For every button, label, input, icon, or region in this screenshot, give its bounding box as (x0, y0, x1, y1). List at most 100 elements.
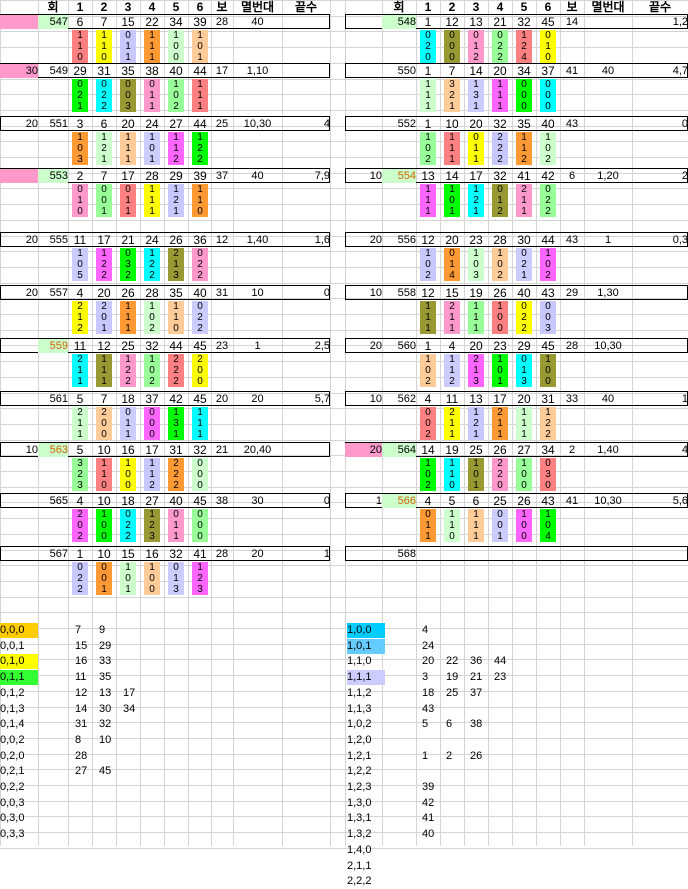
bonus-cell[interactable]: 6 (568, 170, 576, 182)
stat-cell[interactable]: 2 (420, 41, 436, 52)
round-cell[interactable]: 556 (397, 234, 416, 246)
number-cell[interactable]: 23 (493, 339, 507, 353)
stat-cell[interactable]: 1 (468, 480, 484, 491)
legend-value[interactable]: 38 (470, 718, 483, 730)
stat-cell[interactable]: 0 (444, 480, 460, 491)
stat-cell[interactable]: 1 (96, 154, 112, 165)
stat-cell[interactable]: 0 (516, 101, 532, 112)
stat-cell[interactable]: 2 (540, 418, 556, 429)
bonus-cell[interactable]: 29 (565, 287, 579, 299)
stat-cell[interactable]: 0 (516, 248, 532, 259)
legend-value[interactable]: 10 (99, 734, 112, 746)
stat-cell[interactable]: 2 (516, 41, 532, 52)
legend-value[interactable]: 2 (446, 750, 453, 762)
stat-cell[interactable]: 1 (420, 101, 436, 112)
header-cell[interactable]: 5 (520, 0, 528, 14)
number-cell[interactable]: 36 (193, 233, 207, 247)
stat-cell[interactable]: 2 (72, 573, 88, 584)
header-cell[interactable]: 3 (124, 0, 132, 14)
ks-cell[interactable] (282, 443, 330, 457)
stat-cell[interactable]: 0 (540, 365, 556, 376)
stat-cell[interactable]: 0 (492, 259, 508, 270)
prefix-cell[interactable]: 10 (25, 444, 38, 456)
stat-cell[interactable]: 0 (96, 531, 112, 542)
stat-cell[interactable]: 0 (192, 376, 208, 387)
stat-cell[interactable]: 1 (540, 509, 556, 520)
legend-key[interactable]: 1,3,0 (347, 797, 372, 809)
number-cell[interactable]: 26 (517, 494, 531, 508)
stat-cell[interactable]: 0 (168, 509, 184, 520)
legend-key[interactable]: 1,4,0 (347, 844, 372, 856)
stat-cell[interactable]: 2 (468, 418, 484, 429)
number-cell[interactable]: 11 (73, 233, 87, 247)
stat-cell[interactable]: 0 (540, 90, 556, 101)
stat-cell[interactable]: 1 (516, 132, 532, 143)
number-cell[interactable]: 4 (424, 494, 432, 508)
stat-cell[interactable]: 0 (540, 143, 556, 154)
header-cell[interactable]: 5 (172, 0, 180, 14)
number-cell[interactable]: 25 (121, 339, 135, 353)
stat-cell[interactable]: 3 (120, 259, 136, 270)
stat-cell[interactable]: 1 (516, 365, 532, 376)
bonus-cell[interactable]: 33 (565, 393, 579, 405)
ks-cell[interactable]: 1 (323, 548, 330, 560)
number-cell[interactable]: 43 (541, 494, 555, 508)
number-cell[interactable]: 1 (76, 547, 84, 561)
number-cell[interactable]: 40 (517, 286, 531, 300)
stat-cell[interactable]: 1 (420, 184, 436, 195)
ks-cell[interactable] (282, 64, 330, 78)
header-cell[interactable]: 끝수 (294, 0, 318, 14)
stat-cell[interactable]: 2 (492, 143, 508, 154)
stat-cell[interactable]: 2 (516, 259, 532, 270)
legend-value[interactable]: 11 (75, 671, 87, 683)
number-cell[interactable] (536, 547, 560, 561)
stat-cell[interactable]: 1 (120, 418, 136, 429)
ks-cell[interactable] (632, 339, 688, 353)
stat-cell[interactable]: 0 (444, 195, 460, 206)
stat-cell[interactable]: 2 (192, 354, 208, 365)
stat-cell[interactable]: 1 (444, 354, 460, 365)
round-cell[interactable]: 559 (38, 339, 68, 353)
number-cell[interactable]: 32 (193, 443, 207, 457)
stat-cell[interactable]: 1 (144, 132, 160, 143)
stat-cell[interactable]: 2 (72, 584, 88, 595)
legend-value[interactable]: 25 (446, 687, 459, 699)
stat-cell[interactable]: 1 (144, 52, 160, 63)
stat-cell[interactable]: 0 (492, 480, 508, 491)
legend-value[interactable]: 12 (75, 687, 88, 699)
stat-cell[interactable]: 1 (516, 509, 532, 520)
legend-value[interactable]: 13 (99, 687, 112, 699)
legend-key[interactable]: 0,1,0 (0, 654, 38, 669)
stat-cell[interactable]: 2 (168, 248, 184, 259)
number-cell[interactable]: 45 (193, 494, 207, 508)
legend-key[interactable]: 0,3,0 (0, 812, 25, 824)
number-cell[interactable]: 44 (169, 339, 183, 353)
stat-cell[interactable]: 1 (192, 418, 208, 429)
ks-cell[interactable]: 0,3 (672, 234, 688, 246)
stat-cell[interactable]: 0 (540, 79, 556, 90)
stat-cell[interactable]: 0 (540, 30, 556, 41)
stat-cell[interactable]: 2 (72, 509, 88, 520)
stat-cell[interactable]: 1 (72, 248, 88, 259)
stat-cell[interactable]: 1 (516, 195, 532, 206)
stat-cell[interactable]: 2 (192, 154, 208, 165)
stat-cell[interactable]: 2 (468, 195, 484, 206)
prefix-cell[interactable]: 20 (25, 287, 38, 299)
stat-cell[interactable]: 2 (120, 520, 136, 531)
legend-key[interactable]: 1,2,1 (347, 750, 372, 762)
stat-cell[interactable]: 1 (144, 30, 160, 41)
number-cell[interactable]: 10 (97, 494, 111, 508)
stat-cell[interactable]: 1 (72, 365, 88, 376)
ks-cell[interactable]: 7,9 (314, 170, 330, 182)
bonus-cell[interactable]: 21 (215, 444, 229, 456)
stat-cell[interactable]: 0 (540, 259, 556, 270)
legend-value[interactable]: 22 (446, 655, 459, 667)
number-cell[interactable]: 35 (169, 286, 183, 300)
number-cell[interactable]: 24 (145, 233, 159, 247)
stat-cell[interactable]: 0 (420, 418, 436, 429)
stat-cell[interactable]: 2 (168, 365, 184, 376)
stat-cell[interactable]: 1 (492, 354, 508, 365)
legend-value[interactable]: 35 (99, 671, 112, 683)
stat-cell[interactable]: 1 (468, 301, 484, 312)
stat-cell[interactable]: 0 (192, 458, 208, 469)
